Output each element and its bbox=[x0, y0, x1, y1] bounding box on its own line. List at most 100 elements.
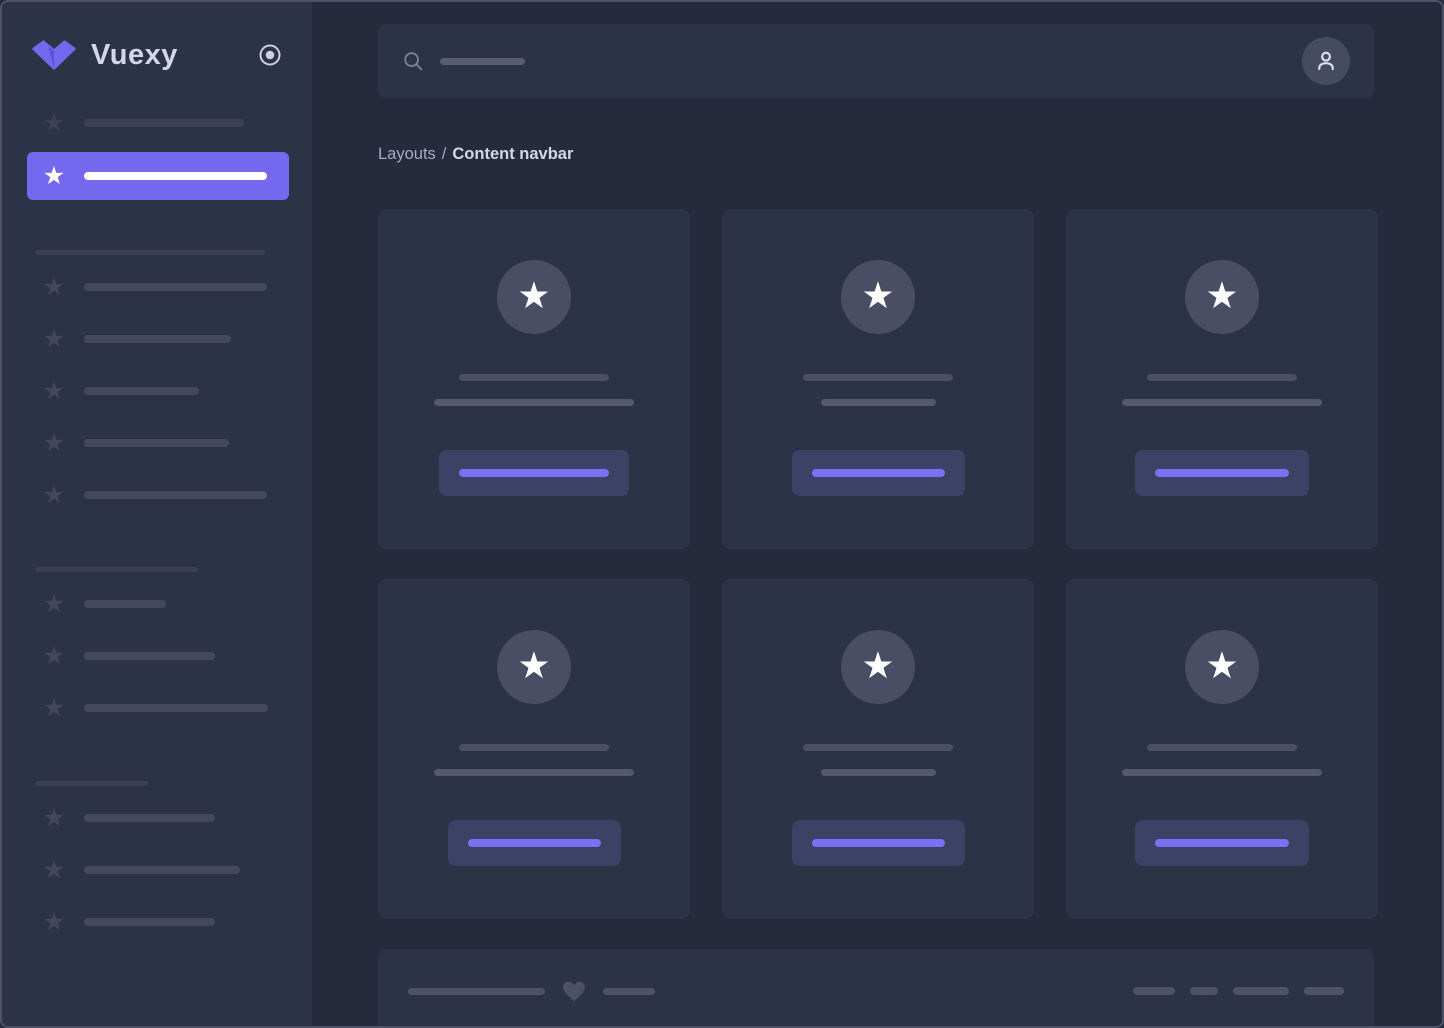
layout-demo-card: ★ bbox=[722, 209, 1034, 549]
footer-skeleton-bar bbox=[408, 987, 545, 995]
button-label-bar bbox=[1155, 839, 1289, 847]
sidebar-skeleton-bar bbox=[84, 335, 231, 343]
sidebar-skeleton-bar bbox=[84, 283, 267, 291]
card-skeleton-line bbox=[459, 744, 609, 751]
button-label-bar bbox=[811, 469, 945, 477]
card-skeleton-line bbox=[459, 374, 609, 381]
card-avatar: ★ bbox=[841, 260, 915, 334]
card-button[interactable] bbox=[791, 450, 965, 496]
sidebar-skeleton-bar bbox=[84, 652, 215, 660]
card-grid: ★ ★ ★ ★ ★ ★ bbox=[378, 209, 1378, 919]
sidebar-skeleton-bar bbox=[84, 600, 166, 608]
layout-demo-card: ★ bbox=[722, 579, 1034, 919]
sidebar-item[interactable]: ★ bbox=[2, 792, 312, 844]
card-skeleton-line bbox=[434, 399, 634, 406]
card-avatar: ★ bbox=[1185, 630, 1259, 704]
star-icon: ★ bbox=[42, 162, 66, 190]
sidebar-nav: ★ ★ ★ ★ ★ ★ ★ ★ ★ ★ ★ ★ ★ bbox=[2, 97, 312, 948]
layout-demo-card: ★ bbox=[1066, 579, 1378, 919]
sidebar-item[interactable]: ★ bbox=[2, 261, 312, 313]
card-skeleton-line bbox=[803, 374, 953, 381]
sidebar-item[interactable]: ★ bbox=[2, 896, 312, 948]
top-navbar bbox=[378, 24, 1374, 98]
sidebar-item[interactable]: ★ bbox=[2, 313, 312, 365]
star-icon: ★ bbox=[1205, 275, 1239, 316]
brand-name: Vuexy bbox=[91, 38, 178, 71]
card-skeleton-line bbox=[1147, 744, 1297, 751]
section-divider-bar bbox=[35, 567, 198, 572]
star-icon: ★ bbox=[42, 325, 66, 353]
button-label-bar bbox=[467, 839, 601, 847]
sidebar-skeleton-bar bbox=[84, 491, 267, 499]
user-avatar[interactable] bbox=[1302, 37, 1350, 85]
card-button[interactable] bbox=[447, 820, 621, 866]
card-avatar: ★ bbox=[1185, 260, 1259, 334]
card-button[interactable] bbox=[1135, 820, 1309, 866]
card-skeleton-line bbox=[820, 399, 936, 406]
star-icon: ★ bbox=[1205, 645, 1239, 686]
layout-demo-card: ★ bbox=[378, 209, 690, 549]
star-icon: ★ bbox=[42, 908, 66, 936]
sidebar-item-active[interactable]: ★ bbox=[27, 152, 289, 200]
sidebar-item[interactable]: ★ bbox=[2, 417, 312, 469]
sidebar-skeleton-bar bbox=[84, 704, 268, 712]
card-avatar: ★ bbox=[497, 260, 571, 334]
sidebar-skeleton-bar bbox=[84, 172, 267, 180]
heart-icon bbox=[562, 980, 586, 1002]
card-skeleton-line bbox=[434, 769, 634, 776]
radio-dot-icon[interactable] bbox=[258, 43, 282, 67]
search-icon[interactable] bbox=[402, 50, 424, 72]
breadcrumb-parent[interactable]: Layouts bbox=[378, 145, 436, 163]
sidebar: Vuexy ★ ★ ★ ★ ★ ★ ★ ★ ★ ★ ★ ★ ★ bbox=[2, 2, 312, 1026]
button-label-bar bbox=[1155, 469, 1289, 477]
star-icon: ★ bbox=[42, 429, 66, 457]
search-placeholder-bar[interactable] bbox=[440, 57, 525, 65]
breadcrumb-current: Content navbar bbox=[452, 145, 574, 163]
breadcrumb: Layouts / Content navbar bbox=[378, 143, 1374, 166]
sidebar-skeleton-bar bbox=[84, 918, 215, 926]
footer-skeleton-bar bbox=[1190, 987, 1218, 995]
star-icon: ★ bbox=[42, 590, 66, 618]
sidebar-skeleton-bar bbox=[84, 119, 244, 127]
footer-skeleton-bar bbox=[1133, 987, 1175, 995]
sidebar-item[interactable]: ★ bbox=[2, 630, 312, 682]
button-label-bar bbox=[459, 469, 609, 477]
sidebar-item[interactable]: ★ bbox=[2, 682, 312, 734]
sidebar-item[interactable]: ★ bbox=[2, 578, 312, 630]
footer-card bbox=[378, 949, 1374, 1026]
layout-demo-card: ★ bbox=[378, 579, 690, 919]
vuexy-logo-icon bbox=[31, 40, 77, 70]
layout-demo-card: ★ bbox=[1066, 209, 1378, 549]
sidebar-skeleton-bar bbox=[84, 814, 215, 822]
star-icon: ★ bbox=[861, 645, 895, 686]
sidebar-header: Vuexy bbox=[2, 2, 312, 71]
star-icon: ★ bbox=[42, 804, 66, 832]
star-icon: ★ bbox=[42, 642, 66, 670]
card-button[interactable] bbox=[1135, 450, 1309, 496]
sidebar-skeleton-bar bbox=[84, 439, 229, 447]
card-skeleton-line bbox=[803, 744, 953, 751]
breadcrumb-separator: / bbox=[441, 145, 447, 163]
sidebar-skeleton-bar bbox=[84, 387, 199, 395]
card-skeleton-line bbox=[1147, 374, 1297, 381]
sidebar-item[interactable]: ★ bbox=[2, 97, 312, 149]
sidebar-skeleton-bar bbox=[84, 866, 240, 874]
main-content: Layouts / Content navbar ★ ★ ★ ★ ★ ★ bbox=[312, 2, 1442, 1026]
button-label-bar bbox=[811, 839, 945, 847]
sidebar-item[interactable]: ★ bbox=[2, 844, 312, 896]
sidebar-item[interactable]: ★ bbox=[2, 365, 312, 417]
star-icon: ★ bbox=[42, 377, 66, 405]
card-avatar: ★ bbox=[497, 630, 571, 704]
star-icon: ★ bbox=[517, 275, 551, 316]
card-button[interactable] bbox=[439, 450, 629, 496]
user-icon bbox=[1313, 48, 1339, 74]
card-skeleton-line bbox=[820, 769, 936, 776]
sidebar-item[interactable]: ★ bbox=[2, 469, 312, 521]
footer-skeleton-bar bbox=[1304, 987, 1344, 995]
section-divider-bar bbox=[35, 250, 265, 255]
card-skeleton-line bbox=[1122, 399, 1322, 406]
card-button[interactable] bbox=[791, 820, 965, 866]
star-icon: ★ bbox=[42, 856, 66, 884]
star-icon: ★ bbox=[42, 273, 66, 301]
footer-left bbox=[408, 980, 655, 1002]
